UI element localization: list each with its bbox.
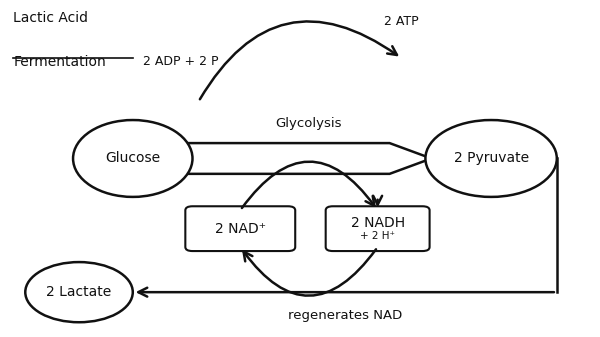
Text: 2 NADH: 2 NADH bbox=[350, 216, 405, 229]
FancyBboxPatch shape bbox=[326, 206, 430, 251]
Text: 2 ADP + 2 P: 2 ADP + 2 P bbox=[143, 55, 218, 68]
Text: 2 NAD⁺: 2 NAD⁺ bbox=[215, 222, 266, 236]
Text: Glucose: Glucose bbox=[105, 151, 160, 165]
FancyBboxPatch shape bbox=[185, 206, 295, 251]
Polygon shape bbox=[187, 143, 431, 174]
Ellipse shape bbox=[73, 120, 193, 197]
Text: + 2 H⁺: + 2 H⁺ bbox=[360, 231, 395, 241]
Ellipse shape bbox=[25, 262, 133, 322]
Text: Lactic Acid: Lactic Acid bbox=[13, 11, 88, 25]
Text: Fermentation: Fermentation bbox=[13, 55, 106, 69]
Text: Glycolysis: Glycolysis bbox=[276, 117, 342, 130]
Text: regenerates NAD: regenerates NAD bbox=[287, 309, 402, 322]
Text: 2 ATP: 2 ATP bbox=[384, 15, 419, 28]
Text: 2 Pyruvate: 2 Pyruvate bbox=[454, 151, 529, 165]
Ellipse shape bbox=[425, 120, 557, 197]
Text: 2 Lactate: 2 Lactate bbox=[46, 285, 112, 299]
